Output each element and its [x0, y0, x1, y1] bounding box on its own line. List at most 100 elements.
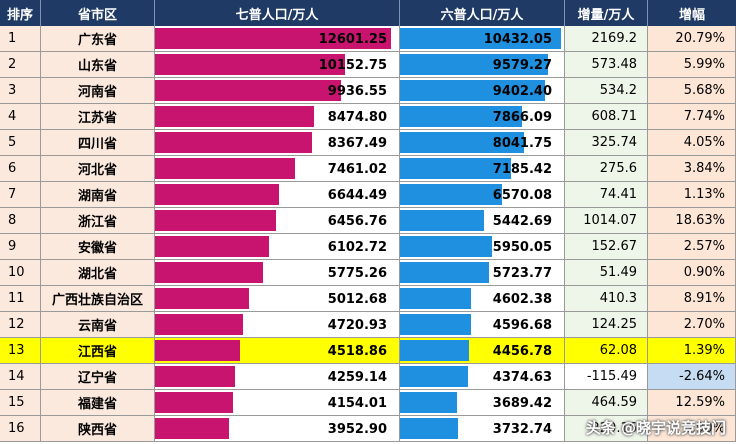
cell-pop6: 4596.68	[400, 312, 565, 338]
cell-pop6: 3732.74	[400, 416, 565, 442]
pop7-bar	[155, 158, 295, 179]
pop7-value: 4154.01	[327, 395, 387, 411]
pop6-bar	[400, 210, 484, 231]
pop6-bar	[400, 288, 471, 309]
cell-rank: 15	[0, 390, 41, 416]
cell-rank: 6	[0, 156, 41, 182]
cell-name: 云南省	[41, 312, 155, 338]
pop7-bar	[155, 184, 279, 205]
cell-pop6: 7866.09	[400, 104, 565, 130]
cell-name: 广东省	[41, 26, 155, 52]
cell-inc: 608.71	[565, 104, 648, 130]
cell-rank: 13	[0, 338, 41, 364]
pop7-value: 6102.72	[327, 239, 387, 255]
cell-pop7: 6456.76	[155, 208, 400, 234]
cell-pop7: 4154.01	[155, 390, 400, 416]
pop7-value: 12601.25	[318, 31, 387, 47]
cell-rank: 4	[0, 104, 41, 130]
cell-pop7: 9936.55	[155, 78, 400, 104]
pop6-bar	[400, 340, 469, 361]
pop7-value: 8474.80	[327, 109, 387, 125]
cell-name: 辽宁省	[41, 364, 155, 390]
header-rank: 排序	[0, 0, 41, 26]
pop7-bar	[155, 314, 243, 335]
cell-pop6: 4374.63	[400, 364, 565, 390]
cell-pop7: 7461.02	[155, 156, 400, 182]
cell-pop7: 8367.49	[155, 130, 400, 156]
pop7-value: 4518.86	[327, 343, 387, 359]
pop6-bar	[400, 392, 457, 413]
pop6-value: 5442.69	[492, 213, 552, 229]
cell-rank: 11	[0, 286, 41, 312]
cell-inc: 152.67	[565, 234, 648, 260]
pop7-value: 7461.02	[327, 161, 387, 177]
cell-name: 河北省	[41, 156, 155, 182]
pop6-bar	[400, 236, 492, 257]
pop7-bar	[155, 54, 345, 75]
cell-inc: 573.48	[565, 52, 648, 78]
pop7-value: 9936.55	[327, 83, 387, 99]
cell-pop7: 10152.75	[155, 52, 400, 78]
cell-pop6: 4456.78	[400, 338, 565, 364]
pop7-value: 4720.93	[327, 317, 387, 333]
cell-inc: 74.41	[565, 182, 648, 208]
cell-name: 山东省	[41, 52, 155, 78]
cell-rank: 14	[0, 364, 41, 390]
pop6-value: 9402.40	[492, 83, 552, 99]
cell-name: 湖南省	[41, 182, 155, 208]
pop6-value: 4602.38	[492, 291, 552, 307]
cell-name: 陕西省	[41, 416, 155, 442]
cell-rank: 8	[0, 208, 41, 234]
cell-name: 安徽省	[41, 234, 155, 260]
pop7-value: 8367.49	[327, 135, 387, 151]
pop6-bar	[400, 158, 511, 179]
pop7-value: 10152.75	[318, 57, 387, 73]
cell-pop7: 5775.26	[155, 260, 400, 286]
cell-inc: 124.25	[565, 312, 648, 338]
cell-rate: -2.64%	[648, 364, 736, 390]
cell-rate: 7.74%	[648, 104, 736, 130]
pop6-bar	[400, 262, 489, 283]
pop6-bar	[400, 106, 522, 127]
pop7-value: 5775.26	[327, 265, 387, 281]
header-increase: 增量/万人	[565, 0, 648, 26]
pop6-value: 3689.42	[492, 395, 552, 411]
watermark: 头条 @晓宇说竞技门	[585, 419, 726, 437]
cell-rank: 5	[0, 130, 41, 156]
pop7-value: 5012.68	[327, 291, 387, 307]
pop6-value: 8041.75	[492, 135, 552, 151]
pop7-bar	[155, 366, 235, 387]
cell-pop6: 9402.40	[400, 78, 565, 104]
cell-rate: 0.90%	[648, 260, 736, 286]
pop6-value: 4374.63	[492, 369, 552, 385]
cell-pop7: 6102.72	[155, 234, 400, 260]
cell-rank: 16	[0, 416, 41, 442]
cell-rate: 4.05%	[648, 130, 736, 156]
pop6-bar	[400, 314, 471, 335]
cell-rate: 1.39%	[648, 338, 736, 364]
cell-pop6: 5950.05	[400, 234, 565, 260]
pop7-bar	[155, 236, 269, 257]
pop7-bar	[155, 392, 233, 413]
cell-name: 江西省	[41, 338, 155, 364]
cell-pop6: 5723.77	[400, 260, 565, 286]
cell-pop7: 8474.80	[155, 104, 400, 130]
cell-inc: 62.08	[565, 338, 648, 364]
pop6-value: 3732.74	[492, 421, 552, 437]
pop6-bar	[400, 132, 524, 153]
cell-name: 河南省	[41, 78, 155, 104]
cell-rate: 2.57%	[648, 234, 736, 260]
pop6-value: 7185.42	[492, 161, 552, 177]
cell-name: 广西壮族自治区	[41, 286, 155, 312]
cell-rank: 3	[0, 78, 41, 104]
pop7-value: 3952.90	[327, 421, 387, 437]
cell-pop7: 4720.93	[155, 312, 400, 338]
pop7-bar	[155, 418, 229, 439]
cell-rate: 3.84%	[648, 156, 736, 182]
pop6-value: 6570.08	[492, 187, 552, 203]
pop6-value: 4596.68	[492, 317, 552, 333]
cell-pop6: 9579.27	[400, 52, 565, 78]
cell-name: 浙江省	[41, 208, 155, 234]
pop6-bar	[400, 184, 502, 205]
cell-name: 江苏省	[41, 104, 155, 130]
